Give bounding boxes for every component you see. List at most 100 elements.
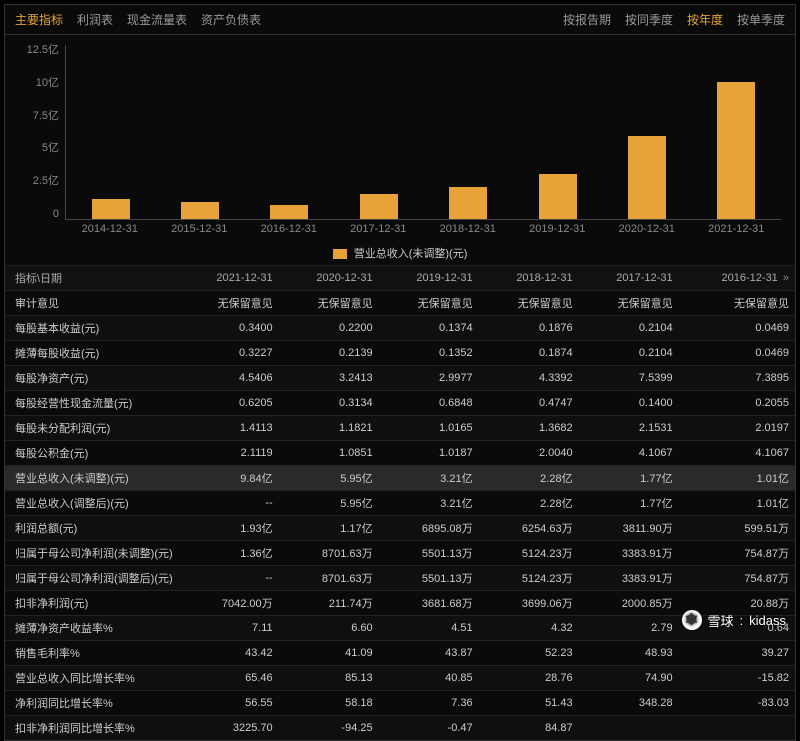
column-header[interactable]: 2019-12-31 — [379, 266, 479, 291]
tab-right-0[interactable]: 按报告期 — [563, 11, 611, 28]
bar-3[interactable] — [360, 194, 398, 219]
table-cell: -- — [179, 566, 279, 591]
table-cell: 0.2104 — [579, 341, 679, 366]
table-cell: 6895.08万 — [379, 516, 479, 541]
table-cell: 5.95亿 — [279, 491, 379, 516]
tab-left-2[interactable]: 现金流量表 — [127, 11, 187, 28]
table-cell: 5.95亿 — [279, 466, 379, 491]
bar-7[interactable] — [717, 82, 755, 219]
watermark-brand: 雪球 — [708, 611, 734, 630]
table-cell: 40.85 — [379, 666, 479, 691]
tab-left-0[interactable]: 主要指标 — [15, 11, 63, 28]
table-cell: 1.77亿 — [579, 491, 679, 516]
table-cell: 1.77亿 — [579, 466, 679, 491]
x-tick-label: 2017-12-31 — [350, 223, 406, 235]
row-label: 销售毛利率% — [5, 641, 179, 666]
column-header[interactable]: 2021-12-31 — [179, 266, 279, 291]
tab-right-3[interactable]: 按单季度 — [737, 11, 785, 28]
bars — [66, 45, 781, 219]
x-axis: 2014-12-312015-12-312016-12-312017-12-31… — [65, 223, 781, 235]
table-cell: 74.90 — [579, 666, 679, 691]
table-cell: 5124.23万 — [479, 541, 579, 566]
table-cell: 754.87万 — [679, 541, 795, 566]
table-cell: 1.36亿 — [179, 541, 279, 566]
table-cell: 0.2055 — [679, 391, 795, 416]
x-tick-label: 2020-12-31 — [619, 223, 675, 235]
table-cell: 5501.13万 — [379, 541, 479, 566]
y-tick-label: 7.5亿 — [19, 111, 59, 122]
table-cell: 1.1821 — [279, 416, 379, 441]
table-row: 扣非净利润(元)7042.00万211.74万3681.68万3699.06万2… — [5, 591, 795, 616]
column-header[interactable]: 2020-12-31 — [279, 266, 379, 291]
table-cell: 3383.91万 — [579, 541, 679, 566]
bar-2[interactable] — [270, 205, 308, 219]
table-cell: 0.2200 — [279, 316, 379, 341]
y-tick-label: 0 — [19, 209, 59, 220]
row-label: 每股净资产(元) — [5, 366, 179, 391]
table-cell — [679, 716, 795, 741]
table-cell: 754.87万 — [679, 566, 795, 591]
table-cell: 58.18 — [279, 691, 379, 716]
table-cell: 65.46 — [179, 666, 279, 691]
table-row: 净利润同比增长率%56.5558.187.3651.43348.28-83.03 — [5, 691, 795, 716]
table-cell: 0.1374 — [379, 316, 479, 341]
y-tick-label: 12.5亿 — [19, 45, 59, 56]
table-cell: 7.11 — [179, 616, 279, 641]
data-table: 指标\日期2021-12-312020-12-312019-12-312018-… — [5, 265, 795, 740]
table-cell: 无保留意见 — [579, 291, 679, 316]
bar-0[interactable] — [92, 199, 130, 219]
table-cell: 7.3895 — [679, 366, 795, 391]
table-cell: 4.5406 — [179, 366, 279, 391]
row-label: 每股基本收益(元) — [5, 316, 179, 341]
table-cell: 1.0187 — [379, 441, 479, 466]
tab-right-1[interactable]: 按同季度 — [625, 11, 673, 28]
table-cell: 43.87 — [379, 641, 479, 666]
table-cell: 8701.63万 — [279, 566, 379, 591]
row-label: 净利润同比增长率% — [5, 691, 179, 716]
row-label: 利润总额(元) — [5, 516, 179, 541]
table-row: 营业总收入同比增长率%65.4685.1340.8528.7674.90-15.… — [5, 666, 795, 691]
table-cell: 6254.63万 — [479, 516, 579, 541]
x-tick-label: 2018-12-31 — [440, 223, 496, 235]
x-tick-label: 2021-12-31 — [708, 223, 764, 235]
table-cell: 1.01亿 — [679, 466, 795, 491]
table-cell: -0.47 — [379, 716, 479, 741]
table-cell: 9.84亿 — [179, 466, 279, 491]
table-row: 扣非净利润同比增长率%3225.70-94.25-0.4784.87 — [5, 716, 795, 741]
table-row: 利润总额(元)1.93亿1.17亿6895.08万6254.63万3811.90… — [5, 516, 795, 541]
watermark-sep: : — [740, 613, 744, 628]
chart-legend: 营业总收入(未调整)(元) — [5, 245, 795, 261]
data-table-wrap: 指标\日期2021-12-312020-12-312019-12-312018-… — [5, 265, 795, 740]
table-cell: 3383.91万 — [579, 566, 679, 591]
table-row: 营业总收入(调整后)(元)--5.95亿3.21亿2.28亿1.77亿1.01亿 — [5, 491, 795, 516]
table-row: 归属于母公司净利润(调整后)(元)--8701.63万5501.13万5124.… — [5, 566, 795, 591]
row-label: 归属于母公司净利润(未调整)(元) — [5, 541, 179, 566]
table-row: 摊薄每股收益(元)0.32270.21390.13520.18740.21040… — [5, 341, 795, 366]
table-cell: 41.09 — [279, 641, 379, 666]
tab-right-2[interactable]: 按年度 — [687, 11, 723, 28]
revenue-chart: 12.5亿10亿7.5亿5亿2.5亿0 2014-12-312015-12-31… — [5, 35, 795, 265]
table-cell: 1.17亿 — [279, 516, 379, 541]
table-cell: 56.55 — [179, 691, 279, 716]
table-cell: 84.87 — [479, 716, 579, 741]
bar-5[interactable] — [539, 174, 577, 219]
table-cell: 3681.68万 — [379, 591, 479, 616]
table-cell: 0.2104 — [579, 316, 679, 341]
bar-4[interactable] — [449, 187, 487, 219]
y-axis: 12.5亿10亿7.5亿5亿2.5亿0 — [19, 45, 59, 220]
table-cell: 0.0469 — [679, 341, 795, 366]
column-header[interactable]: 2018-12-31 — [479, 266, 579, 291]
table-cell: 1.0165 — [379, 416, 479, 441]
tab-left-3[interactable]: 资产负债表 — [201, 11, 261, 28]
table-cell: 1.3682 — [479, 416, 579, 441]
column-header[interactable]: 2016-12-31 » — [679, 266, 795, 291]
row-label: 每股未分配利润(元) — [5, 416, 179, 441]
table-row: 每股净资产(元)4.54063.24132.99774.33927.53997.… — [5, 366, 795, 391]
bar-6[interactable] — [628, 136, 666, 219]
bar-1[interactable] — [181, 202, 219, 219]
tab-left-1[interactable]: 利润表 — [77, 11, 113, 28]
table-cell: 4.1067 — [679, 441, 795, 466]
table-cell: 6.60 — [279, 616, 379, 641]
scroll-right-icon[interactable]: » — [778, 272, 789, 284]
column-header[interactable]: 2017-12-31 — [579, 266, 679, 291]
